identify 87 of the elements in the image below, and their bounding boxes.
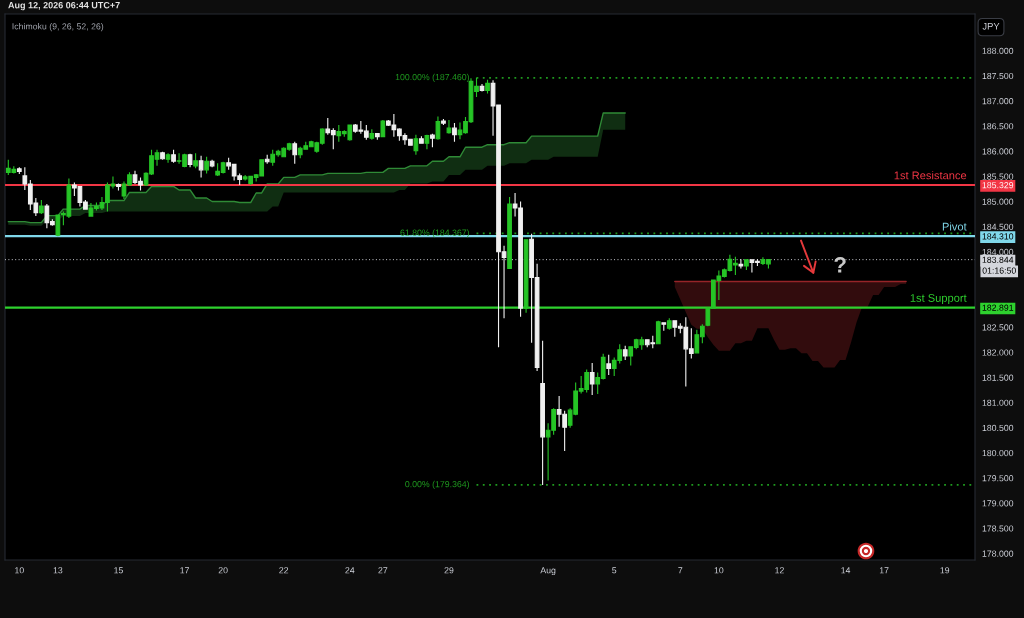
candlestick bbox=[540, 340, 545, 486]
x-tick-label: 17 bbox=[180, 567, 189, 574]
candlestick bbox=[523, 239, 529, 314]
candlestick bbox=[435, 116, 441, 141]
y-tick-label: 188.000 bbox=[982, 47, 1014, 54]
y-tick-label: 180.500 bbox=[982, 424, 1014, 432]
annotation: ? bbox=[834, 257, 846, 273]
y-tick-label: 181.000 bbox=[982, 399, 1014, 406]
y-tick-label: 184.000 bbox=[982, 248, 1014, 256]
candlestick bbox=[193, 152, 198, 169]
candlestick bbox=[441, 118, 446, 126]
x-tick-label: 14 bbox=[841, 567, 851, 574]
y-tick-label: 185.500 bbox=[982, 173, 1014, 180]
candlestick bbox=[165, 152, 171, 164]
y-tick-label: 186.000 bbox=[982, 148, 1014, 155]
y-axis-title: JPY bbox=[982, 23, 1000, 30]
candlestick bbox=[369, 128, 375, 141]
candlestick bbox=[204, 156, 209, 174]
x-tick-label: 27 bbox=[378, 567, 388, 574]
candlestick bbox=[292, 141, 298, 165]
candlestick bbox=[589, 362, 595, 396]
x-tick-label: 22 bbox=[279, 567, 289, 574]
candlestick bbox=[116, 182, 121, 192]
y-tick-label: 179.500 bbox=[982, 475, 1014, 482]
y-tick-label: 187.000 bbox=[982, 98, 1014, 105]
y-tick-label: 184.310 bbox=[982, 233, 1014, 240]
candlestick bbox=[479, 83, 485, 92]
candlestick bbox=[171, 149, 176, 164]
text: 01:16:50 bbox=[982, 267, 1016, 274]
candlestick bbox=[38, 199, 44, 215]
candlestick bbox=[16, 166, 22, 175]
y-tick-label: 184.500 bbox=[982, 223, 1014, 230]
candlestick bbox=[374, 132, 380, 141]
candlestick bbox=[655, 320, 661, 345]
candlestick bbox=[419, 135, 424, 145]
candlestick bbox=[430, 133, 435, 148]
candlestick bbox=[485, 79, 490, 94]
y-tick-label: 185.000 bbox=[982, 198, 1014, 205]
y-tick-label: 178.000 bbox=[982, 550, 1014, 557]
x-tick-label: 15 bbox=[114, 567, 123, 574]
candlestick bbox=[606, 354, 612, 376]
candlestick bbox=[661, 322, 667, 332]
candlestick bbox=[380, 119, 386, 138]
x-tick-label: 24 bbox=[345, 567, 355, 574]
ref-line-label: 0.00% (179.364) bbox=[405, 480, 470, 489]
y-tick-label: 178.500 bbox=[982, 525, 1014, 532]
x-tick-label: Aug bbox=[540, 567, 556, 576]
candlestick bbox=[264, 154, 270, 165]
candlestick bbox=[452, 122, 457, 143]
annotation: Ichimoku (9, 26, 52, 26) bbox=[12, 23, 104, 32]
candlestick bbox=[160, 151, 165, 161]
y-tick-label: 185.329 bbox=[982, 182, 1014, 189]
candlestick bbox=[446, 119, 452, 135]
candlestick bbox=[744, 258, 749, 271]
ref-line-label: 1st Support bbox=[910, 294, 967, 305]
x-tick-label: 5 bbox=[612, 567, 617, 574]
x-tick-label: 7 bbox=[678, 567, 683, 574]
y-tick-label: 183.844 bbox=[982, 256, 1014, 263]
y-tick-label: 180.000 bbox=[982, 449, 1014, 457]
candlestick bbox=[187, 153, 193, 168]
y-tick-label: 182.500 bbox=[982, 324, 1014, 331]
y-tick-label: 182.000 bbox=[982, 349, 1014, 356]
x-tick-label: 20 bbox=[218, 567, 228, 574]
y-tick-label: 181.500 bbox=[982, 374, 1014, 381]
x-tick-label: 17 bbox=[879, 567, 889, 574]
candlestick bbox=[666, 317, 672, 331]
y-tick-label: 182.891 bbox=[982, 304, 1014, 311]
y-tick-label: 186.500 bbox=[982, 123, 1014, 130]
x-tick-label: 13 bbox=[53, 567, 63, 574]
x-tick-label: 10 bbox=[714, 567, 724, 574]
candlestick bbox=[622, 345, 628, 361]
x-tick-label: 10 bbox=[15, 567, 24, 574]
ref-line-label: 100.00% (187.460) bbox=[395, 73, 470, 82]
ref-line-label: Pivot bbox=[942, 222, 967, 231]
candlestick bbox=[413, 134, 419, 156]
y-tick-label: 187.500 bbox=[982, 72, 1014, 80]
x-tick-label: 29 bbox=[444, 567, 454, 574]
y-tick-label: 179.000 bbox=[982, 500, 1014, 507]
ref-line-label: 1st Resistance bbox=[894, 171, 967, 180]
candlestick bbox=[209, 159, 215, 168]
candlestick bbox=[198, 155, 204, 178]
chart-title: Aug 12, 2026 06:44 UTC+7 bbox=[8, 1, 120, 11]
x-tick-label: 12 bbox=[775, 567, 784, 574]
x-tick-label: 19 bbox=[940, 567, 950, 574]
candlestick bbox=[738, 258, 744, 269]
candlestick bbox=[507, 196, 512, 269]
candlestick bbox=[424, 134, 430, 150]
